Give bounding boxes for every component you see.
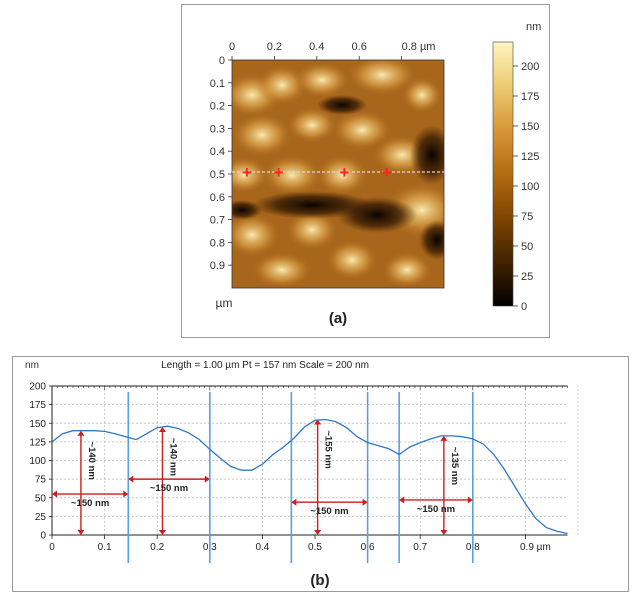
annotation-arrowhead bbox=[467, 496, 473, 504]
afm-axes: 0 0.2 0.4 0.6 0.8 µm 0 0.1 0.2 0.3 0.4 0.5 0.6 0.7 0.… bbox=[210, 41, 444, 272]
annotation-arrowhead bbox=[123, 490, 129, 498]
afm-x-tick-label: 0.8 µm bbox=[402, 41, 436, 53]
colorbar-tick-label: 125 bbox=[521, 151, 539, 163]
afm-scan-marker: + bbox=[242, 163, 252, 182]
afm-y-tick-label: 0 bbox=[219, 55, 225, 67]
profile-y-tick-label: 125 bbox=[29, 437, 46, 448]
profile-x-tick-label: 0 bbox=[49, 542, 55, 553]
annotation-arrowhead bbox=[362, 498, 368, 506]
profile-figure: Length = 1.00 µm Pt = 157 nm Scale = 200… bbox=[25, 360, 579, 589]
colorbar-tick-label: 50 bbox=[521, 241, 533, 253]
height-annotation-label: ~140 nm bbox=[86, 442, 97, 480]
colorbar-unit: nm bbox=[526, 21, 541, 33]
profile-header: Length = 1.00 µm Pt = 157 nm Scale = 200… bbox=[161, 360, 369, 371]
height-annotation-label: ~135 nm bbox=[449, 447, 460, 485]
profile-x-tick-label: 0.5 bbox=[308, 542, 322, 553]
profile-y-tick-label: 200 bbox=[29, 382, 46, 393]
annotation-arrowhead bbox=[158, 530, 166, 535]
afm-scan-marker: + bbox=[274, 163, 284, 182]
afm-y-tick-label: 0.1 bbox=[210, 78, 225, 90]
profile-y-unit: nm bbox=[25, 360, 39, 371]
profile-y-tick-label: 75 bbox=[35, 475, 47, 486]
afm-y-tick-label: 0.9 bbox=[210, 260, 225, 272]
afm-image-figure: 0 0.2 0.4 0.6 0.8 µm 0 0.1 0.2 0.3 0.4 0.5 0.6 0.7 0.… bbox=[210, 21, 542, 327]
profile-panel: Length = 1.00 µm Pt = 157 nm Scale = 200… bbox=[12, 356, 629, 592]
annotation-arrowhead bbox=[399, 496, 405, 504]
afm-y-tick-label: 0.3 bbox=[210, 123, 225, 135]
profile-x-tick-label: 0.4 bbox=[255, 542, 269, 553]
profile-y-tick-label: 175 bbox=[29, 400, 46, 411]
height-annotation-label: ~140 nm bbox=[167, 438, 178, 476]
profile-y-tick-label: 0 bbox=[40, 531, 46, 542]
panel-b-caption: (b) bbox=[310, 572, 329, 589]
annotation-arrowhead bbox=[440, 530, 448, 535]
profile-y-tick-label: 150 bbox=[29, 419, 46, 430]
annotation-arrowhead bbox=[314, 530, 322, 535]
profile-x-tick-label: 0.9 µm bbox=[520, 542, 551, 553]
colorbar-tick-label: 25 bbox=[521, 271, 533, 283]
colorbar-tick-label: 100 bbox=[521, 181, 539, 193]
afm-height-map bbox=[232, 60, 444, 288]
afm-y-tick-label: 0.6 bbox=[210, 192, 225, 204]
colorbar-tick-label: 150 bbox=[521, 121, 539, 133]
annotation-arrowhead bbox=[158, 426, 166, 432]
annotation-arrowhead bbox=[77, 530, 85, 535]
annotation-arrowhead bbox=[52, 490, 57, 498]
profile-x-tick-label: 0.7 bbox=[413, 542, 427, 553]
afm-scan-marker: + bbox=[382, 163, 392, 182]
profile-y-tick-label: 50 bbox=[35, 493, 47, 504]
annotation-arrowhead bbox=[204, 475, 210, 483]
annotation-arrowhead bbox=[440, 435, 448, 441]
afm-x-tick-label: 0.2 bbox=[267, 41, 282, 53]
afm-x-tick-label: 0.6 bbox=[352, 41, 367, 53]
profile-section-markers bbox=[127, 392, 474, 563]
colorbar-tick-label: 75 bbox=[521, 211, 533, 223]
colorbar-ticks: 0 25 50 75 100 125 150 175 200 bbox=[513, 61, 539, 313]
height-annotation-label: ~155 nm bbox=[323, 430, 334, 468]
annotation-arrowhead bbox=[291, 498, 297, 506]
afm-image-panel: 0 0.2 0.4 0.6 0.8 µm 0 0.1 0.2 0.3 0.4 0.5 0.6 0.7 0.… bbox=[181, 4, 550, 338]
profile-line bbox=[51, 418, 568, 535]
profile-y-tick-label: 100 bbox=[29, 456, 46, 467]
profile-axes: 025507510012515017520000.10.20.30.40.50.… bbox=[29, 382, 568, 553]
width-annotation-label: ~150 nm bbox=[71, 498, 109, 509]
annotation-arrowhead bbox=[128, 475, 134, 483]
afm-x-tick-label: 0 bbox=[229, 41, 235, 53]
colorbar bbox=[492, 41, 514, 307]
afm-scan-marker: + bbox=[339, 163, 349, 182]
panel-a-caption: (a) bbox=[329, 310, 347, 327]
afm-y-unit: µm bbox=[216, 296, 233, 310]
width-annotation-label: ~150 nm bbox=[310, 506, 348, 517]
colorbar-tick-label: 200 bbox=[521, 61, 539, 73]
afm-y-tick-label: 0.2 bbox=[210, 101, 225, 113]
profile-annotations: ~140 nm ~140 nm ~155 nm ~135 nm ~150 nm ~150 … bbox=[52, 419, 473, 535]
profile-y-tick-label: 25 bbox=[35, 512, 47, 523]
width-annotation-label: ~150 nm bbox=[417, 504, 455, 515]
colorbar-tick-label: 175 bbox=[521, 91, 539, 103]
profile-x-tick-label: 0.2 bbox=[150, 542, 164, 553]
profile-x-tick-label: 0.1 bbox=[98, 542, 112, 553]
annotation-arrowhead bbox=[77, 430, 85, 436]
colorbar-tick-label: 0 bbox=[521, 301, 527, 313]
afm-y-tick-label: 0.7 bbox=[210, 215, 225, 227]
afm-y-tick-label: 0.8 bbox=[210, 237, 225, 249]
width-annotation-label: ~150 nm bbox=[150, 483, 188, 494]
afm-y-tick-label: 0.5 bbox=[210, 169, 225, 181]
afm-x-tick-label: 0.4 bbox=[309, 41, 324, 53]
annotation-arrowhead bbox=[314, 419, 322, 425]
afm-y-tick-label: 0.4 bbox=[210, 146, 225, 158]
